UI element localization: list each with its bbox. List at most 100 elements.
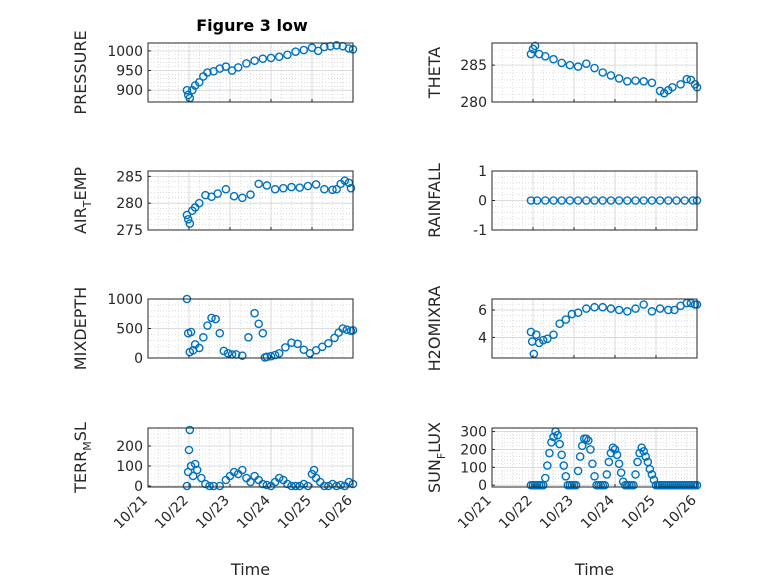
data-point (559, 461, 569, 470)
data-point (639, 300, 649, 309)
y-tick-label: 0 (478, 478, 487, 494)
data-point (588, 459, 597, 469)
x-tick-label: 10/22 (152, 493, 192, 533)
data-point (319, 184, 329, 194)
data-point (254, 179, 264, 189)
data-point (555, 319, 564, 328)
data-point (336, 480, 346, 490)
data-point (606, 71, 616, 80)
data-point (664, 305, 673, 315)
y-axis-label: TERRMSL (71, 422, 94, 494)
y-axis-label: THETA (425, 47, 444, 99)
data-point (655, 304, 665, 313)
data-point (291, 481, 300, 491)
data-point (631, 196, 640, 205)
data-point (598, 302, 608, 312)
data-point (614, 74, 624, 83)
subplot-6: 4 6 H2OMIXRA (425, 286, 702, 372)
data-point (185, 219, 195, 228)
data-point (194, 343, 204, 353)
data-point (664, 196, 673, 205)
data-point (194, 198, 204, 208)
y-axis-label: MIXDEPTH (71, 287, 90, 370)
data-point (549, 432, 558, 442)
data-point (342, 325, 352, 334)
data-point (543, 334, 552, 344)
data-point (590, 302, 599, 312)
data-point (332, 481, 341, 491)
data-point (565, 60, 575, 70)
data-point (199, 333, 208, 342)
figure-title: Figure 3 low (196, 16, 308, 35)
data-point (221, 184, 231, 194)
data-point (529, 349, 539, 359)
data-point (616, 468, 626, 477)
data-point (610, 445, 620, 454)
data-point (631, 470, 640, 479)
data-point (676, 80, 685, 89)
data-point (346, 183, 356, 193)
data-point (557, 58, 567, 68)
data-point (561, 315, 571, 324)
y-tick-label: 500 (116, 322, 143, 338)
data-point (258, 328, 268, 338)
data-point (582, 434, 591, 444)
data-point (647, 307, 657, 316)
data-point (557, 450, 567, 460)
data-point (237, 193, 247, 203)
data-point (686, 298, 696, 308)
data-point (182, 85, 192, 95)
data-point (196, 473, 206, 483)
data-point (567, 309, 577, 319)
data-point (266, 53, 276, 63)
y-tick-label: 4 (478, 330, 487, 346)
data-point (541, 196, 550, 205)
y-tick-label: 100 (116, 459, 143, 475)
data-point (614, 305, 624, 315)
data-point (639, 77, 649, 86)
data-point (319, 481, 329, 491)
data-point (332, 184, 341, 194)
data-point (203, 68, 212, 77)
x-tick-label: 10/25 (275, 493, 315, 533)
data-point (639, 196, 649, 205)
data-point (623, 196, 632, 205)
data-point (283, 479, 292, 489)
data-point (229, 467, 239, 477)
data-point (303, 181, 313, 191)
data-point (606, 304, 616, 313)
data-point (186, 327, 196, 337)
data-point (573, 196, 583, 205)
data-point (598, 196, 608, 205)
y-tick-label: 275 (116, 223, 143, 239)
data-point (291, 47, 300, 56)
data-point (586, 445, 595, 454)
data-point (194, 78, 204, 87)
data-point (531, 330, 541, 339)
y-axis-label: H2OMIXRA (425, 286, 444, 372)
data-point (299, 345, 309, 355)
data-point (600, 480, 610, 490)
data-point (250, 56, 259, 66)
y-tick-label: 280 (460, 95, 487, 111)
data-point (287, 338, 296, 347)
data-point (293, 339, 302, 349)
data-point (188, 471, 198, 481)
subplot-1: 900 950 1000 PRESSURE (71, 30, 358, 115)
data-point (332, 41, 341, 50)
data-point (299, 45, 309, 55)
data-point (682, 74, 692, 84)
data-point (207, 313, 216, 323)
data-point (192, 465, 202, 475)
data-point (543, 461, 552, 470)
y-tick-label: 100 (460, 460, 487, 476)
x-tick-label: 10/23 (193, 493, 233, 533)
data-point (287, 182, 296, 192)
y-tick-label: 285 (460, 58, 487, 74)
data-point (274, 348, 284, 358)
y-tick-label: 200 (116, 439, 143, 455)
data-point (582, 196, 591, 205)
x-tick-label: 10/21 (111, 493, 151, 533)
data-point (205, 481, 214, 491)
